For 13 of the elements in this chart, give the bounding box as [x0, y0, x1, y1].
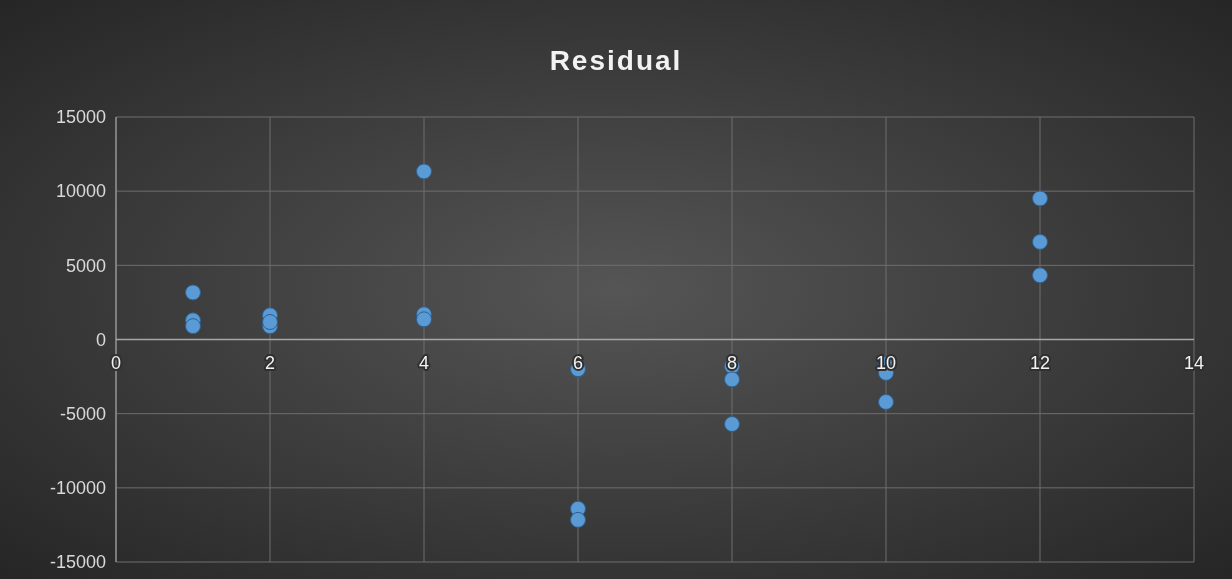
- y-tick-label: -15000: [49, 552, 106, 573]
- x-tick-label: 12: [1029, 352, 1051, 373]
- x-tick-label: 14: [1183, 352, 1205, 373]
- chart-title: Residual: [549, 45, 683, 76]
- y-tick-label: 10000: [55, 181, 106, 202]
- y-tick-label: -5000: [59, 403, 106, 424]
- x-tick-label: 4: [418, 352, 430, 373]
- x-tick-label: 0: [110, 352, 122, 373]
- y-tick-label: 0: [95, 329, 106, 350]
- x-tick-label: 2: [264, 352, 276, 373]
- y-tick-label: 5000: [65, 255, 106, 276]
- y-tick-label: -10000: [49, 478, 106, 499]
- y-tick-label: 15000: [55, 107, 106, 128]
